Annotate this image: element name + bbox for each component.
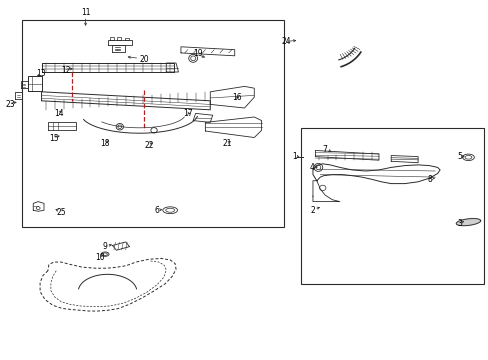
- Bar: [300, 128, 483, 284]
- Text: 16: 16: [232, 93, 242, 102]
- Text: 7: 7: [322, 145, 327, 154]
- Text: 5: 5: [456, 152, 461, 161]
- Text: 15: 15: [49, 134, 59, 143]
- Text: 9: 9: [102, 242, 107, 251]
- Text: 17: 17: [183, 109, 193, 118]
- Text: 25: 25: [56, 208, 66, 217]
- Text: 3: 3: [456, 219, 461, 228]
- Text: 22: 22: [144, 141, 153, 150]
- Polygon shape: [455, 219, 480, 226]
- Text: 6: 6: [154, 206, 159, 215]
- Text: 1: 1: [292, 152, 297, 161]
- Bar: [22, 20, 283, 227]
- Text: 14: 14: [54, 109, 63, 118]
- Text: 12: 12: [61, 66, 70, 75]
- Text: 20: 20: [139, 55, 149, 64]
- Text: 23: 23: [6, 100, 16, 109]
- Text: 24: 24: [281, 37, 290, 46]
- Text: 19: 19: [193, 49, 203, 58]
- Text: 13: 13: [37, 69, 46, 78]
- Text: 11: 11: [81, 8, 90, 17]
- Text: 18: 18: [100, 139, 109, 148]
- Text: 10: 10: [95, 253, 105, 262]
- Text: 8: 8: [427, 175, 432, 184]
- Text: 21: 21: [222, 139, 231, 148]
- Text: 2: 2: [310, 206, 315, 215]
- Text: 4: 4: [309, 163, 314, 172]
